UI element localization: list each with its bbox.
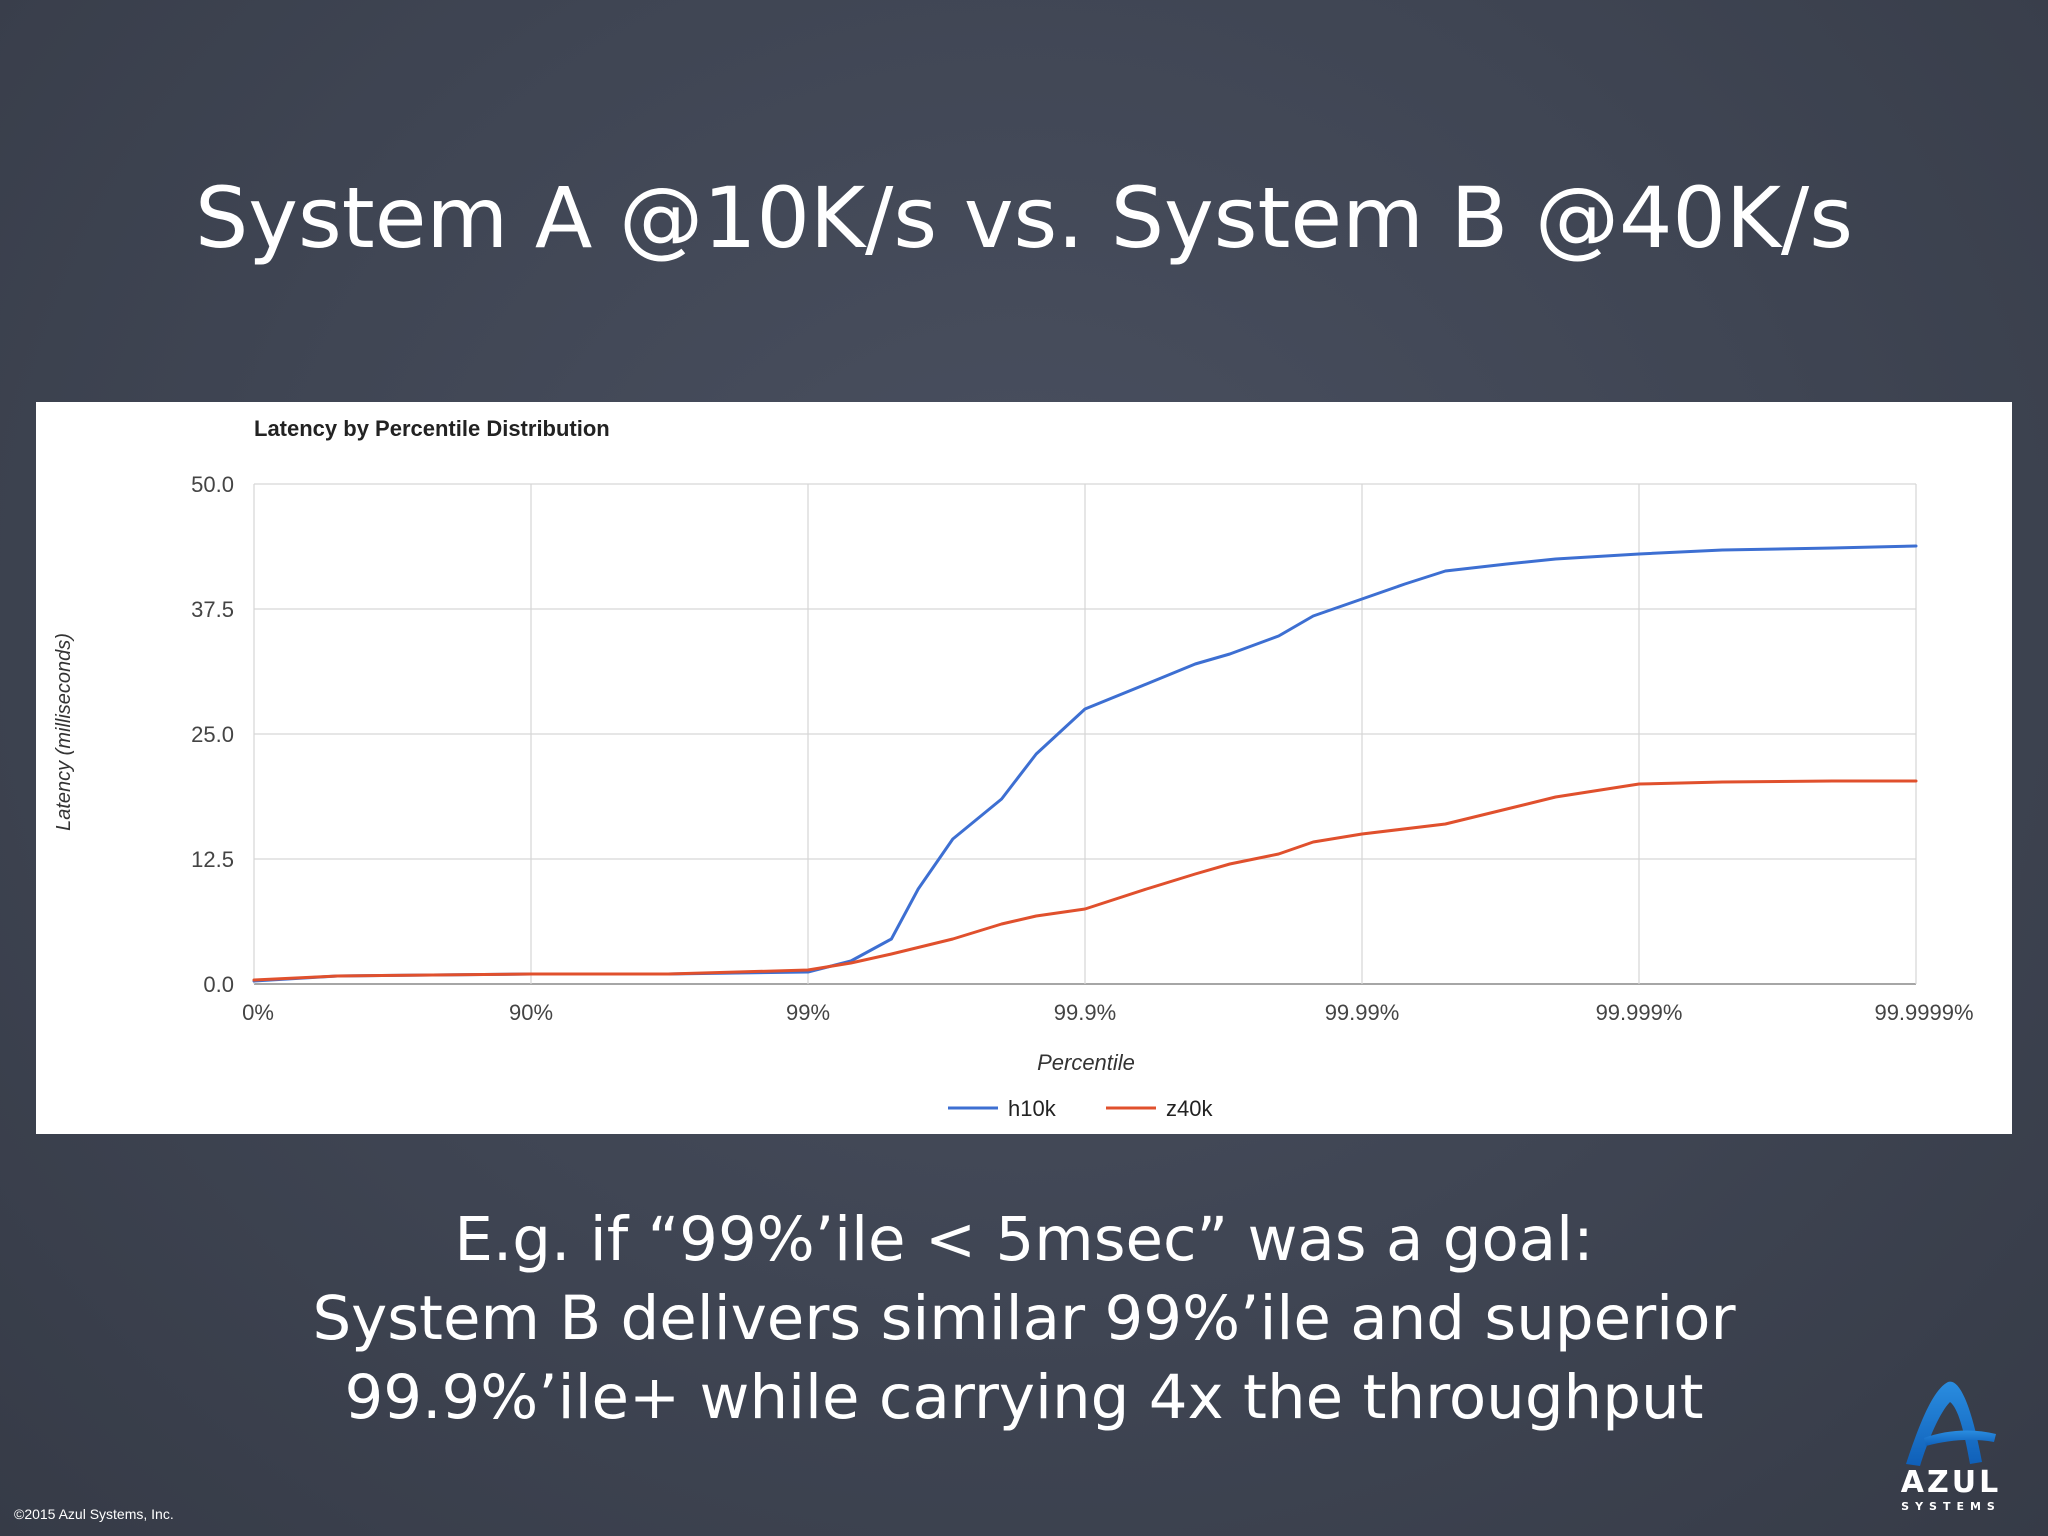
chart-grid [253, 483, 1917, 985]
chart-title: Latency by Percentile Distribution [254, 416, 610, 441]
y-tick-label: 25.0 [191, 722, 234, 747]
y-tick-label: 12.5 [191, 847, 234, 872]
x-tick-label: 99% [786, 1000, 830, 1025]
chart-legend: h10k z40k [948, 1096, 1213, 1121]
y-tick-label: 0.0 [203, 972, 234, 997]
svg-text:SYSTEMS: SYSTEMS [1901, 1500, 2001, 1513]
latency-chart: Latency by Percentile Distribution 0.0 12… [53, 416, 1974, 1121]
copyright-notice: ©2015 Azul Systems, Inc. [14, 1506, 174, 1522]
y-tick-label: 50.0 [191, 472, 234, 497]
x-tick-label: 99.9% [1054, 1000, 1116, 1025]
slide-body: E.g. if “99%’ile < 5msec” was a goal: Sy… [0, 1200, 2048, 1437]
azul-logo: AZUL SYSTEMS [1876, 1368, 2026, 1518]
x-tick-label: 99.999% [1596, 1000, 1683, 1025]
latency-chart-panel: Latency by Percentile Distribution 0.0 12… [36, 402, 2012, 1134]
x-axis-ticks: 0% 90% 99% 99.9% 99.99% 99.999% 99.9999% [242, 1000, 1973, 1025]
body-line-3: 99.9%’ile+ while carrying 4x the through… [344, 1362, 1704, 1433]
x-axis-label: Percentile [1037, 1050, 1135, 1075]
slide-title: System A @10K/s vs. System B @40K/s [194, 169, 1853, 267]
legend-label-h10k: h10k [1008, 1096, 1057, 1121]
body-line-1: E.g. if “99%’ile < 5msec” was a goal: [454, 1204, 1594, 1275]
series-line-z40k [252, 779, 1918, 982]
x-tick-label: 99.99% [1325, 1000, 1400, 1025]
body-line-2: System B delivers similar 99%’ile and su… [312, 1283, 1736, 1354]
x-tick-label: 99.9999% [1874, 1000, 1973, 1025]
x-tick-label: 90% [509, 1000, 553, 1025]
y-tick-label: 37.5 [191, 597, 234, 622]
azul-a-logo-icon: AZUL SYSTEMS [1901, 1381, 2001, 1513]
y-axis-ticks: 0.0 12.5 25.0 37.5 50.0 [191, 472, 234, 997]
svg-text:AZUL: AZUL [1901, 1465, 2001, 1500]
legend-label-z40k: z40k [1166, 1096, 1213, 1121]
chart-series [252, 544, 1918, 983]
y-axis-label: Latency (milliseconds) [53, 633, 75, 831]
x-tick-label: 0% [242, 1000, 274, 1025]
